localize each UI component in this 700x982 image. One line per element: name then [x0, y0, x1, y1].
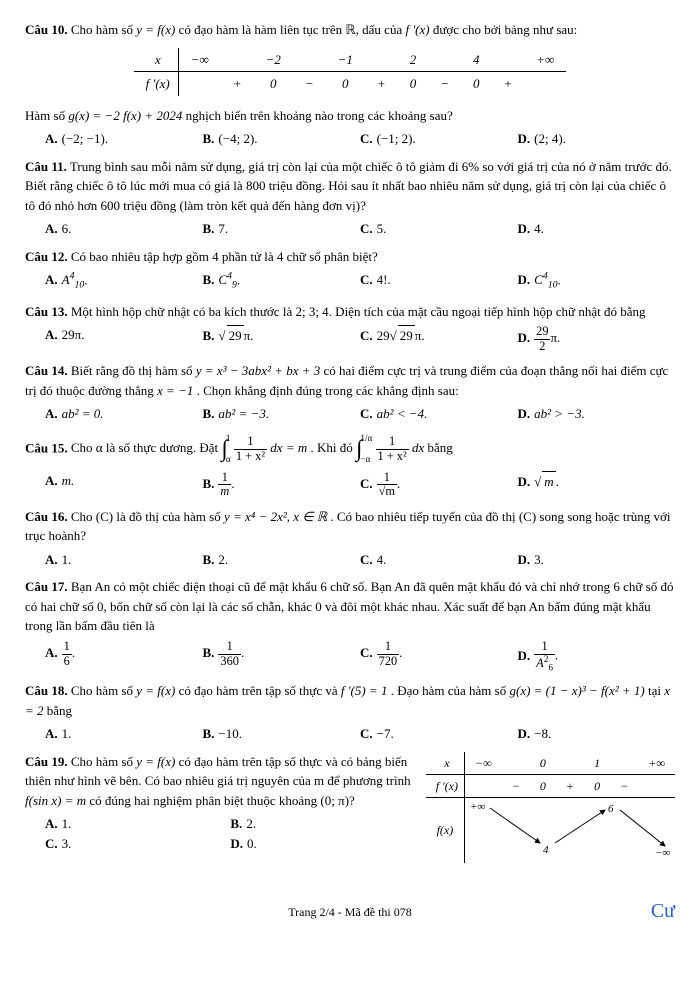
q13-opt-b[interactable]: B.√29π.	[203, 325, 361, 353]
signature: Cư	[651, 896, 675, 926]
q16-opt-a[interactable]: A.1.	[45, 550, 203, 570]
q14-opt-d[interactable]: D.ab² > −3.	[518, 404, 676, 424]
q19-opt-a[interactable]: A.1.	[45, 814, 230, 834]
q11-text: Trung bình sau mỗi năm sử dụng, giá trị …	[25, 159, 672, 213]
q10-text2: Hàm số g(x) = −2 f(x) + 2024 nghịch biến…	[25, 106, 675, 126]
q12-label: Câu 12.	[25, 249, 68, 264]
q19-opt-c[interactable]: C.3.	[45, 834, 230, 854]
q15-text: Cho α là số thực dương. Đặt ∫1α 11 + x² …	[71, 440, 453, 455]
q14-label: Câu 14.	[25, 363, 68, 378]
question-11: Câu 11. Trung bình sau mỗi năm sử dụng, …	[25, 157, 675, 239]
q18-opt-d[interactable]: D.−8.	[518, 724, 676, 744]
q11-label: Câu 11.	[25, 159, 67, 174]
q17-opt-a[interactable]: A.16.	[45, 640, 203, 673]
q17-opt-b[interactable]: B.1360.	[203, 640, 361, 673]
question-14: Câu 14. Biết rằng đồ thị hàm số y = x³ −…	[25, 361, 675, 424]
q15-opt-c[interactable]: C.1√m.	[360, 471, 518, 499]
q18-text: Cho hàm số y = f(x) có đạo hàm trên tập …	[25, 683, 670, 718]
question-17: Câu 17. Bạn An có một chiếc điện thoại c…	[25, 577, 675, 673]
q11-opt-a[interactable]: A.6.	[45, 219, 203, 239]
question-18: Câu 18. Cho hàm số y = f(x) có đạo hàm t…	[25, 681, 675, 744]
question-15: Câu 15. Cho α là số thực dương. Đặt ∫1α …	[25, 432, 675, 499]
q16-label: Câu 16.	[25, 509, 68, 524]
q14-opt-b[interactable]: B.ab² = −3.	[203, 404, 361, 424]
q13-opt-a[interactable]: A.29π.	[45, 325, 203, 353]
page-footer: Trang 2/4 - Mã đề thi 078	[25, 903, 675, 921]
q13-label: Câu 13.	[25, 304, 68, 319]
q18-opt-b[interactable]: B.−10.	[203, 724, 361, 744]
q18-label: Câu 18.	[25, 683, 68, 698]
q17-options: A.16. B.1360. C.1720. D.1A26.	[45, 640, 675, 673]
q19-text: Cho hàm số y = f(x) có đạo hàm trên tập …	[25, 754, 411, 808]
q14-options: A.ab² = 0. B.ab² = −3. C.ab² < −4. D.ab²…	[45, 404, 675, 424]
q12-text: Có bao nhiêu tập hợp gồm 4 phần tử là 4 …	[71, 249, 378, 264]
q12-options: A.A410. B.C49. C.4!. D.C410.	[45, 270, 675, 294]
q12-opt-a[interactable]: A.A410.	[45, 270, 203, 294]
q13-opt-c[interactable]: C.29√29π.	[360, 325, 518, 353]
q19-variation-table: x −∞ 0 1 +∞ f '(x) − 0+ 0− f(x) +∞ 4 6	[426, 752, 675, 863]
q12-opt-b[interactable]: B.C49.	[203, 270, 361, 294]
q10-opt-d[interactable]: D.(2; 4).	[518, 129, 676, 149]
q13-options: A.29π. B.√29π. C.29√29π. D.292π.	[45, 325, 675, 353]
question-12: Câu 12. Có bao nhiêu tập hợp gồm 4 phần …	[25, 247, 675, 294]
svg-text:4: 4	[543, 844, 549, 856]
q15-opt-a[interactable]: A.m.	[45, 471, 203, 499]
q12-opt-c[interactable]: C.4!.	[360, 270, 518, 294]
q16-options: A.1. B.2. C.4. D.3.	[45, 550, 675, 570]
svg-text:−∞: −∞	[655, 847, 670, 858]
q17-opt-d[interactable]: D.1A26.	[518, 640, 676, 673]
q13-text: Một hình hộp chữ nhật có ba kích thước l…	[71, 304, 646, 319]
q19-opt-d[interactable]: D.0.	[230, 834, 415, 854]
q10-sign-table: x −∞ −2 −1 2 4 +∞ f '(x) + 0 − 0 + 0 − 0…	[134, 48, 567, 96]
q10-label: Câu 10.	[25, 22, 68, 37]
svg-text:6: 6	[608, 803, 614, 815]
q13-opt-d[interactable]: D.292π.	[518, 325, 676, 353]
q18-opt-c[interactable]: C.−7.	[360, 724, 518, 744]
variation-arrows: +∞ 4 6 −∞	[465, 798, 675, 858]
q18-opt-a[interactable]: A.1.	[45, 724, 203, 744]
q14-text: Biết rằng đồ thị hàm số y = x³ − 3abx² +…	[25, 363, 668, 398]
q11-opt-b[interactable]: B.7.	[203, 219, 361, 239]
q10-opt-c[interactable]: C.(−1; 2).	[360, 129, 518, 149]
q10-options: A.(−2; −1). B.(−4; 2). C.(−1; 2). D.(2; …	[45, 129, 675, 149]
q15-opt-d[interactable]: D.√m.	[518, 471, 676, 499]
q18-options: A.1. B.−10. C.−7. D.−8.	[45, 724, 675, 744]
q15-options: A.m. B.1m. C.1√m. D.√m.	[45, 471, 675, 499]
q15-label: Câu 15.	[25, 440, 68, 455]
q10-text: Cho hàm số y = f(x) có đạo hàm là hàm li…	[71, 22, 577, 37]
q10-opt-a[interactable]: A.(−2; −1).	[45, 129, 203, 149]
q17-label: Câu 17.	[25, 579, 68, 594]
q19-label: Câu 19.	[25, 754, 68, 769]
question-10: Câu 10. Cho hàm số y = f(x) có đạo hàm l…	[25, 20, 675, 149]
q11-opt-d[interactable]: D.4.	[518, 219, 676, 239]
q16-text: Cho (C) là đồ thị của hàm số y = x⁴ − 2x…	[25, 509, 671, 544]
q15-opt-b[interactable]: B.1m.	[203, 471, 361, 499]
q19-opt-b[interactable]: B.2.	[230, 814, 415, 834]
q14-opt-a[interactable]: A.ab² = 0.	[45, 404, 203, 424]
q16-opt-d[interactable]: D.3.	[518, 550, 676, 570]
question-19: x −∞ 0 1 +∞ f '(x) − 0+ 0− f(x) +∞ 4 6	[25, 752, 675, 863]
svg-text:+∞: +∞	[470, 801, 485, 813]
q11-opt-c[interactable]: C.5.	[360, 219, 518, 239]
question-16: Câu 16. Cho (C) là đồ thị của hàm số y =…	[25, 507, 675, 570]
q17-opt-c[interactable]: C.1720.	[360, 640, 518, 673]
q10-opt-b[interactable]: B.(−4; 2).	[203, 129, 361, 149]
q16-opt-c[interactable]: C.4.	[360, 550, 518, 570]
question-13: Câu 13. Một hình hộp chữ nhật có ba kích…	[25, 302, 675, 354]
q14-opt-c[interactable]: C.ab² < −4.	[360, 404, 518, 424]
q11-options: A.6. B.7. C.5. D.4.	[45, 219, 675, 239]
q17-text: Bạn An có một chiếc điện thoại cũ để mật…	[25, 579, 673, 633]
q19-options: A.1. B.2. C.3. D.0.	[45, 814, 416, 853]
q12-opt-d[interactable]: D.C410.	[518, 270, 676, 294]
q16-opt-b[interactable]: B.2.	[203, 550, 361, 570]
